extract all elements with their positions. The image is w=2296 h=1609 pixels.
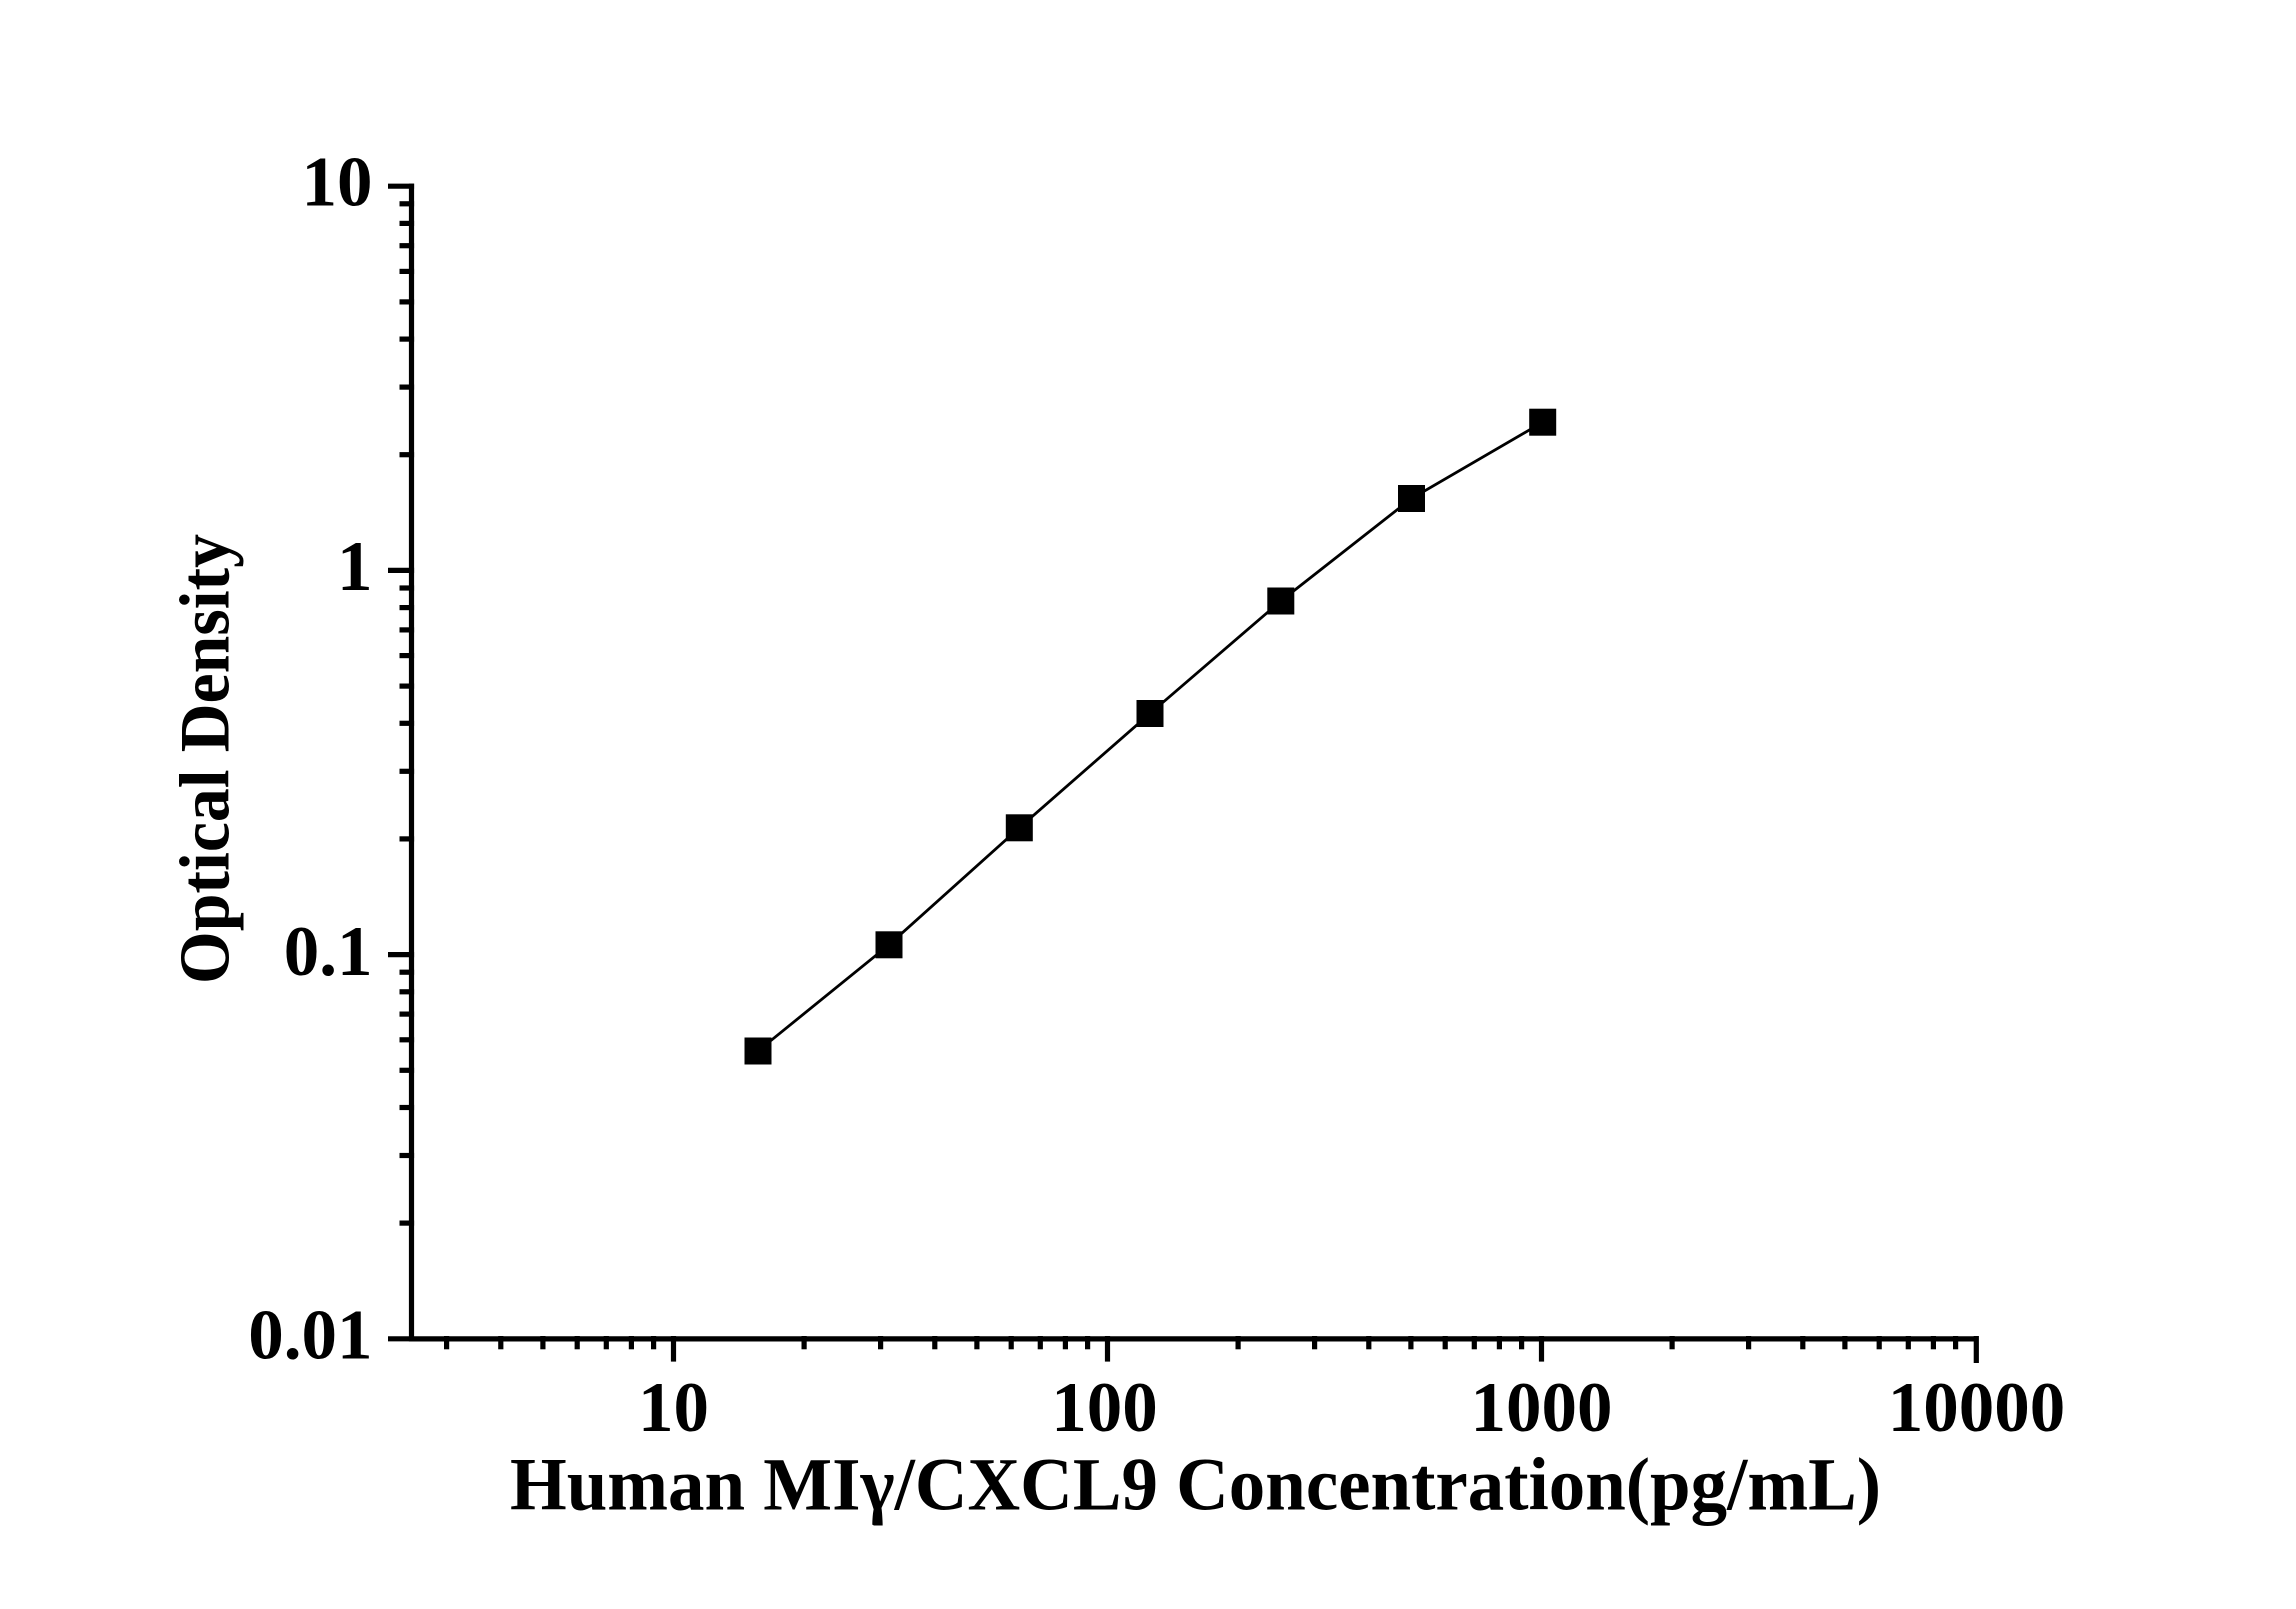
svg-text:1: 1 (337, 528, 373, 606)
svg-text:100: 100 (1051, 1369, 1158, 1447)
svg-text:10: 10 (302, 144, 373, 222)
svg-text:10: 10 (638, 1369, 709, 1447)
svg-text:0.1: 0.1 (284, 913, 373, 991)
svg-text:Human MIγ/CXCL9 Concentration(: Human MIγ/CXCL9 Concentration(pg/mL) (510, 1444, 1881, 1527)
svg-text:0.01: 0.01 (248, 1297, 372, 1375)
svg-text:10000: 10000 (1888, 1369, 2066, 1447)
svg-text:1000: 1000 (1471, 1369, 1613, 1447)
svg-text:Optical Density: Optical Density (167, 534, 245, 984)
